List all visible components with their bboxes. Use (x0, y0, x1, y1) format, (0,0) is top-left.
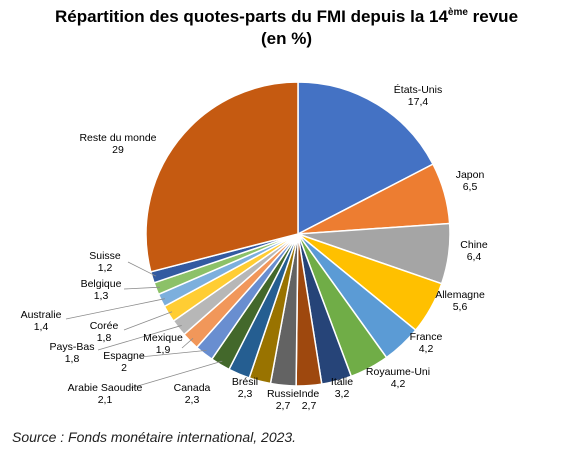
slice-label-france: France (410, 331, 443, 343)
slice-label-belgique: Belgique (81, 278, 122, 290)
slice-label-canada: Canada (174, 382, 211, 394)
slice-value-royaume-uni: 4,2 (391, 378, 406, 390)
leader-line-arabie-saoudite (130, 360, 223, 389)
slice-value-canada: 2,3 (185, 394, 200, 406)
slice-label-espagne: Espagne (103, 350, 145, 362)
leader-lines (65, 261, 223, 389)
slice-label-italie: Italie (331, 376, 353, 388)
pie-slice-etats-unis (297, 81, 435, 236)
leader-line-belgique (123, 286, 160, 290)
slice-value-suisse: 1,2 (98, 262, 113, 274)
leader-line-suisse (127, 261, 157, 277)
slice-label-japon: Japon (456, 169, 485, 181)
chart-title-line1: Répartition des quotes-parts du FMI depu… (0, 2, 573, 28)
title-superscript: ème (447, 7, 468, 18)
slice-value-arabie-saoudite: 2,1 (98, 394, 113, 406)
slice-value-france: 4,2 (419, 343, 434, 355)
pie-slice-reste-du-monde (145, 81, 299, 273)
slice-value-japon: 6,5 (463, 181, 478, 193)
slice-label-arabie-saoudite: Arabie Saoudite (68, 382, 143, 394)
slice-label-suisse: Suisse (89, 250, 121, 262)
slice-value-allemagne: 5,6 (453, 301, 468, 313)
slice-value-italie: 3,2 (335, 388, 350, 400)
slice-value-pays-bas: 1,8 (65, 353, 80, 365)
slice-value-chine: 6,4 (467, 251, 482, 263)
leader-line-pays-bas (97, 325, 182, 351)
title-suffix: revue (467, 7, 519, 26)
slice-value-mexique: 1,9 (156, 344, 171, 356)
slice-value-inde: 2,7 (302, 400, 317, 412)
chart-title-line2: (en %) (261, 29, 312, 48)
slice-value-coree: 1,8 (97, 332, 112, 344)
slice-label-allemagne: Allemagne (435, 289, 485, 301)
slice-label-etats-unis: États-Unis (394, 83, 442, 96)
slice-label-chine: Chine (460, 239, 488, 251)
slice-label-bresil: Brésil (232, 376, 258, 388)
slice-label-pays-bas: Pays-Bas (50, 341, 95, 353)
slice-value-russie: 2,7 (276, 400, 291, 412)
slice-label-reste-du-monde: Reste du monde (79, 132, 156, 144)
slice-value-bresil: 2,3 (238, 388, 253, 400)
slice-label-australie: Australie (21, 309, 62, 321)
slice-label-inde: Inde (299, 388, 320, 400)
slice-label-royaume-uni: Royaume-Uni (366, 366, 430, 378)
leader-line-mexique (181, 338, 194, 349)
leader-line-espagne (139, 349, 207, 358)
slice-label-coree: Corée (90, 320, 119, 332)
slice-label-russie: Russie (267, 388, 299, 400)
slice-value-australie: 1,4 (34, 321, 49, 333)
title-prefix: Répartition des quotes-parts du FMI depu… (54, 7, 448, 26)
slice-value-espagne: 2 (121, 362, 127, 374)
slice-value-belgique: 1,3 (94, 290, 109, 302)
slice-value-reste-du-monde: 29 (112, 144, 124, 156)
slice-value-etats-unis: 17,4 (408, 96, 429, 108)
source-note: Source : Fonds monétaire international, … (12, 429, 297, 445)
leader-line-australie (65, 298, 165, 320)
pie-slices (145, 81, 451, 387)
slice-label-mexique: Mexique (143, 332, 183, 344)
chart-title: Répartition des quotes-parts du FMI depu… (0, 2, 573, 50)
leader-line-coree (123, 311, 173, 331)
